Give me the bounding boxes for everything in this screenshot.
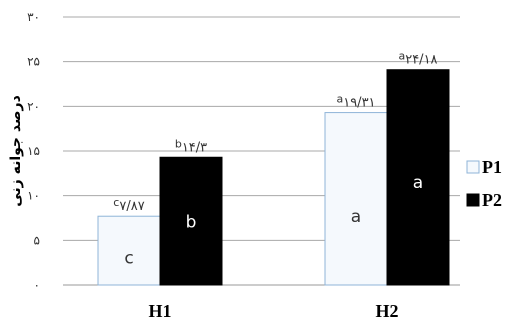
bar-inner-letter: c: [124, 248, 133, 268]
data-labels: c۷/۸۷ c a۱۹/۳۱ a b۱۴/۳ b a۲۴/۱۸ a: [113, 50, 437, 269]
y-tick-label: ۲۵: [27, 55, 40, 69]
x-category-labels: H1 H2: [148, 301, 398, 321]
bars: [97, 69, 450, 286]
data-label: c۷/۸۷: [113, 196, 144, 214]
bar-P1-H1: [97, 215, 161, 286]
y-tick-label: ۵: [34, 233, 40, 247]
y-tick-label: ۱۵: [27, 144, 40, 158]
bar-inner-letter: a: [351, 207, 361, 227]
y-tick-label: ۰: [34, 278, 40, 292]
legend-label: P1: [482, 157, 502, 177]
bar-P2-H2: [386, 69, 450, 286]
y-tick-label: ۳۰: [27, 10, 40, 24]
legend-swatch-P1: [466, 160, 480, 174]
data-label: b۱۴/۳: [175, 137, 207, 155]
bar-P2-H1: [159, 156, 223, 286]
bar-inner-letter: b: [186, 213, 197, 233]
y-tick-label: ۱۰: [27, 189, 40, 203]
legend-swatch-P2: [466, 193, 480, 207]
legend-label: P2: [482, 190, 502, 210]
y-axis-label: درصد جوانه زنی: [8, 95, 24, 207]
data-label: a۱۹/۳۱: [336, 93, 375, 111]
x-category-label: H2: [375, 301, 398, 321]
bar-inner-letter: a: [413, 173, 423, 193]
y-tick-labels: ۰ ۵ ۱۰ ۱۵ ۲۰ ۲۵ ۳۰: [27, 10, 40, 292]
data-label: a۲۴/۱۸: [398, 50, 437, 68]
bar-P1-H2: [324, 112, 388, 286]
x-category-label: H1: [148, 301, 171, 321]
legend: P1 P2: [466, 157, 502, 210]
y-tick-label: ۲۰: [27, 99, 40, 113]
